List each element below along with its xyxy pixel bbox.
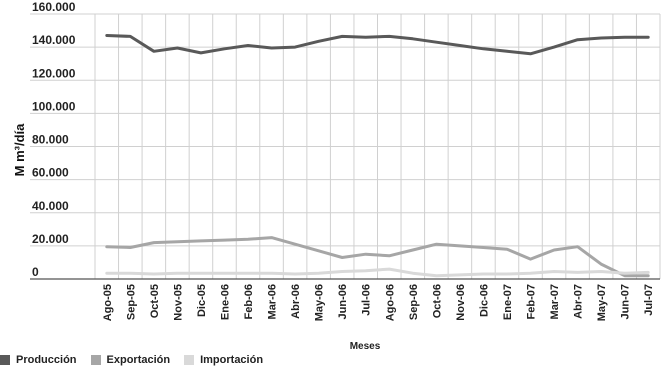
series-line-exportacion [105,236,650,278]
line-chart: 0 20.000 40.000 60.000 80.000 100.000 120.000 1… [12,0,661,352]
x-axis-title: Meses [350,341,381,352]
y-tick-label: 60.000 [32,166,69,180]
y-tick-label: 80.000 [32,133,69,147]
legend-item-exportacion: Exportación [90,354,171,366]
y-tick-label: 120.000 [32,66,76,80]
y-tick-label: 20.000 [32,232,69,246]
series-line-produccion [105,34,650,56]
legend-swatch-exportacion [90,355,101,365]
x-tick-label: May-06 [314,284,326,321]
x-tick-label: Abr-06 [290,284,302,319]
legend-label-exportacion: Exportación [106,354,171,366]
x-tick-label: Jul-06 [361,284,373,316]
x-tick-label: Oct-05 [149,284,161,318]
legend-label-importacion: Importación [200,354,264,366]
x-tick-label: Feb-06 [243,284,255,319]
legend-swatch-importacion [184,355,195,365]
x-tick-label: Nov-06 [455,284,467,321]
y-tick-label: 40.000 [32,199,69,213]
legend-item-importacion: Importación [184,354,263,366]
x-tick-label: Abr-07 [573,284,585,319]
y-tick-label: 160.000 [32,0,76,14]
x-tick-label: Dic-05 [196,284,208,317]
legend-swatch-produccion [0,355,10,365]
x-tick-label: Feb-07 [526,284,538,319]
series-line-importacion [105,267,650,278]
y-axis-title: M m³/día [12,123,27,176]
x-tick-label: Oct-06 [431,284,443,318]
x-tick-label: Mar-07 [549,284,561,319]
x-tick-label: Jun-06 [337,284,349,319]
legend: Producción Exportación Importación [0,354,263,366]
x-tick-label: Ene-06 [219,284,231,320]
series-lines [105,34,650,278]
x-tick-label: Ago-05 [102,284,114,321]
x-tick-label: Nov-05 [172,284,184,321]
x-tick-label: Dic-06 [478,284,490,317]
y-tick-label: 140.000 [32,33,76,47]
grid-lines [30,13,661,280]
x-tick-label: Sep-05 [125,284,137,320]
legend-item-produccion: Producción [0,354,77,366]
x-tick-label: Jun-07 [620,284,632,319]
y-tick-label: 100.000 [32,99,76,113]
x-tick-labels: Ago-05 Sep-05 Oct-05 Nov-05 Dic-05 Ene-06 Feb-… [102,284,655,321]
x-tick-label: Ene-07 [502,284,514,320]
x-tick-label: Sep-06 [408,284,420,320]
x-tick-label: May-07 [596,284,608,321]
y-tick-label: 0 [32,265,39,279]
x-tick-label: Mar-06 [267,284,279,319]
y-tick-labels: 0 20.000 40.000 60.000 80.000 100.000 120.000 1… [32,0,76,279]
x-tick-label: Ago-06 [384,284,396,321]
legend-label-produccion: Producción [16,354,77,366]
x-tick-label: Jul-07 [643,284,655,316]
